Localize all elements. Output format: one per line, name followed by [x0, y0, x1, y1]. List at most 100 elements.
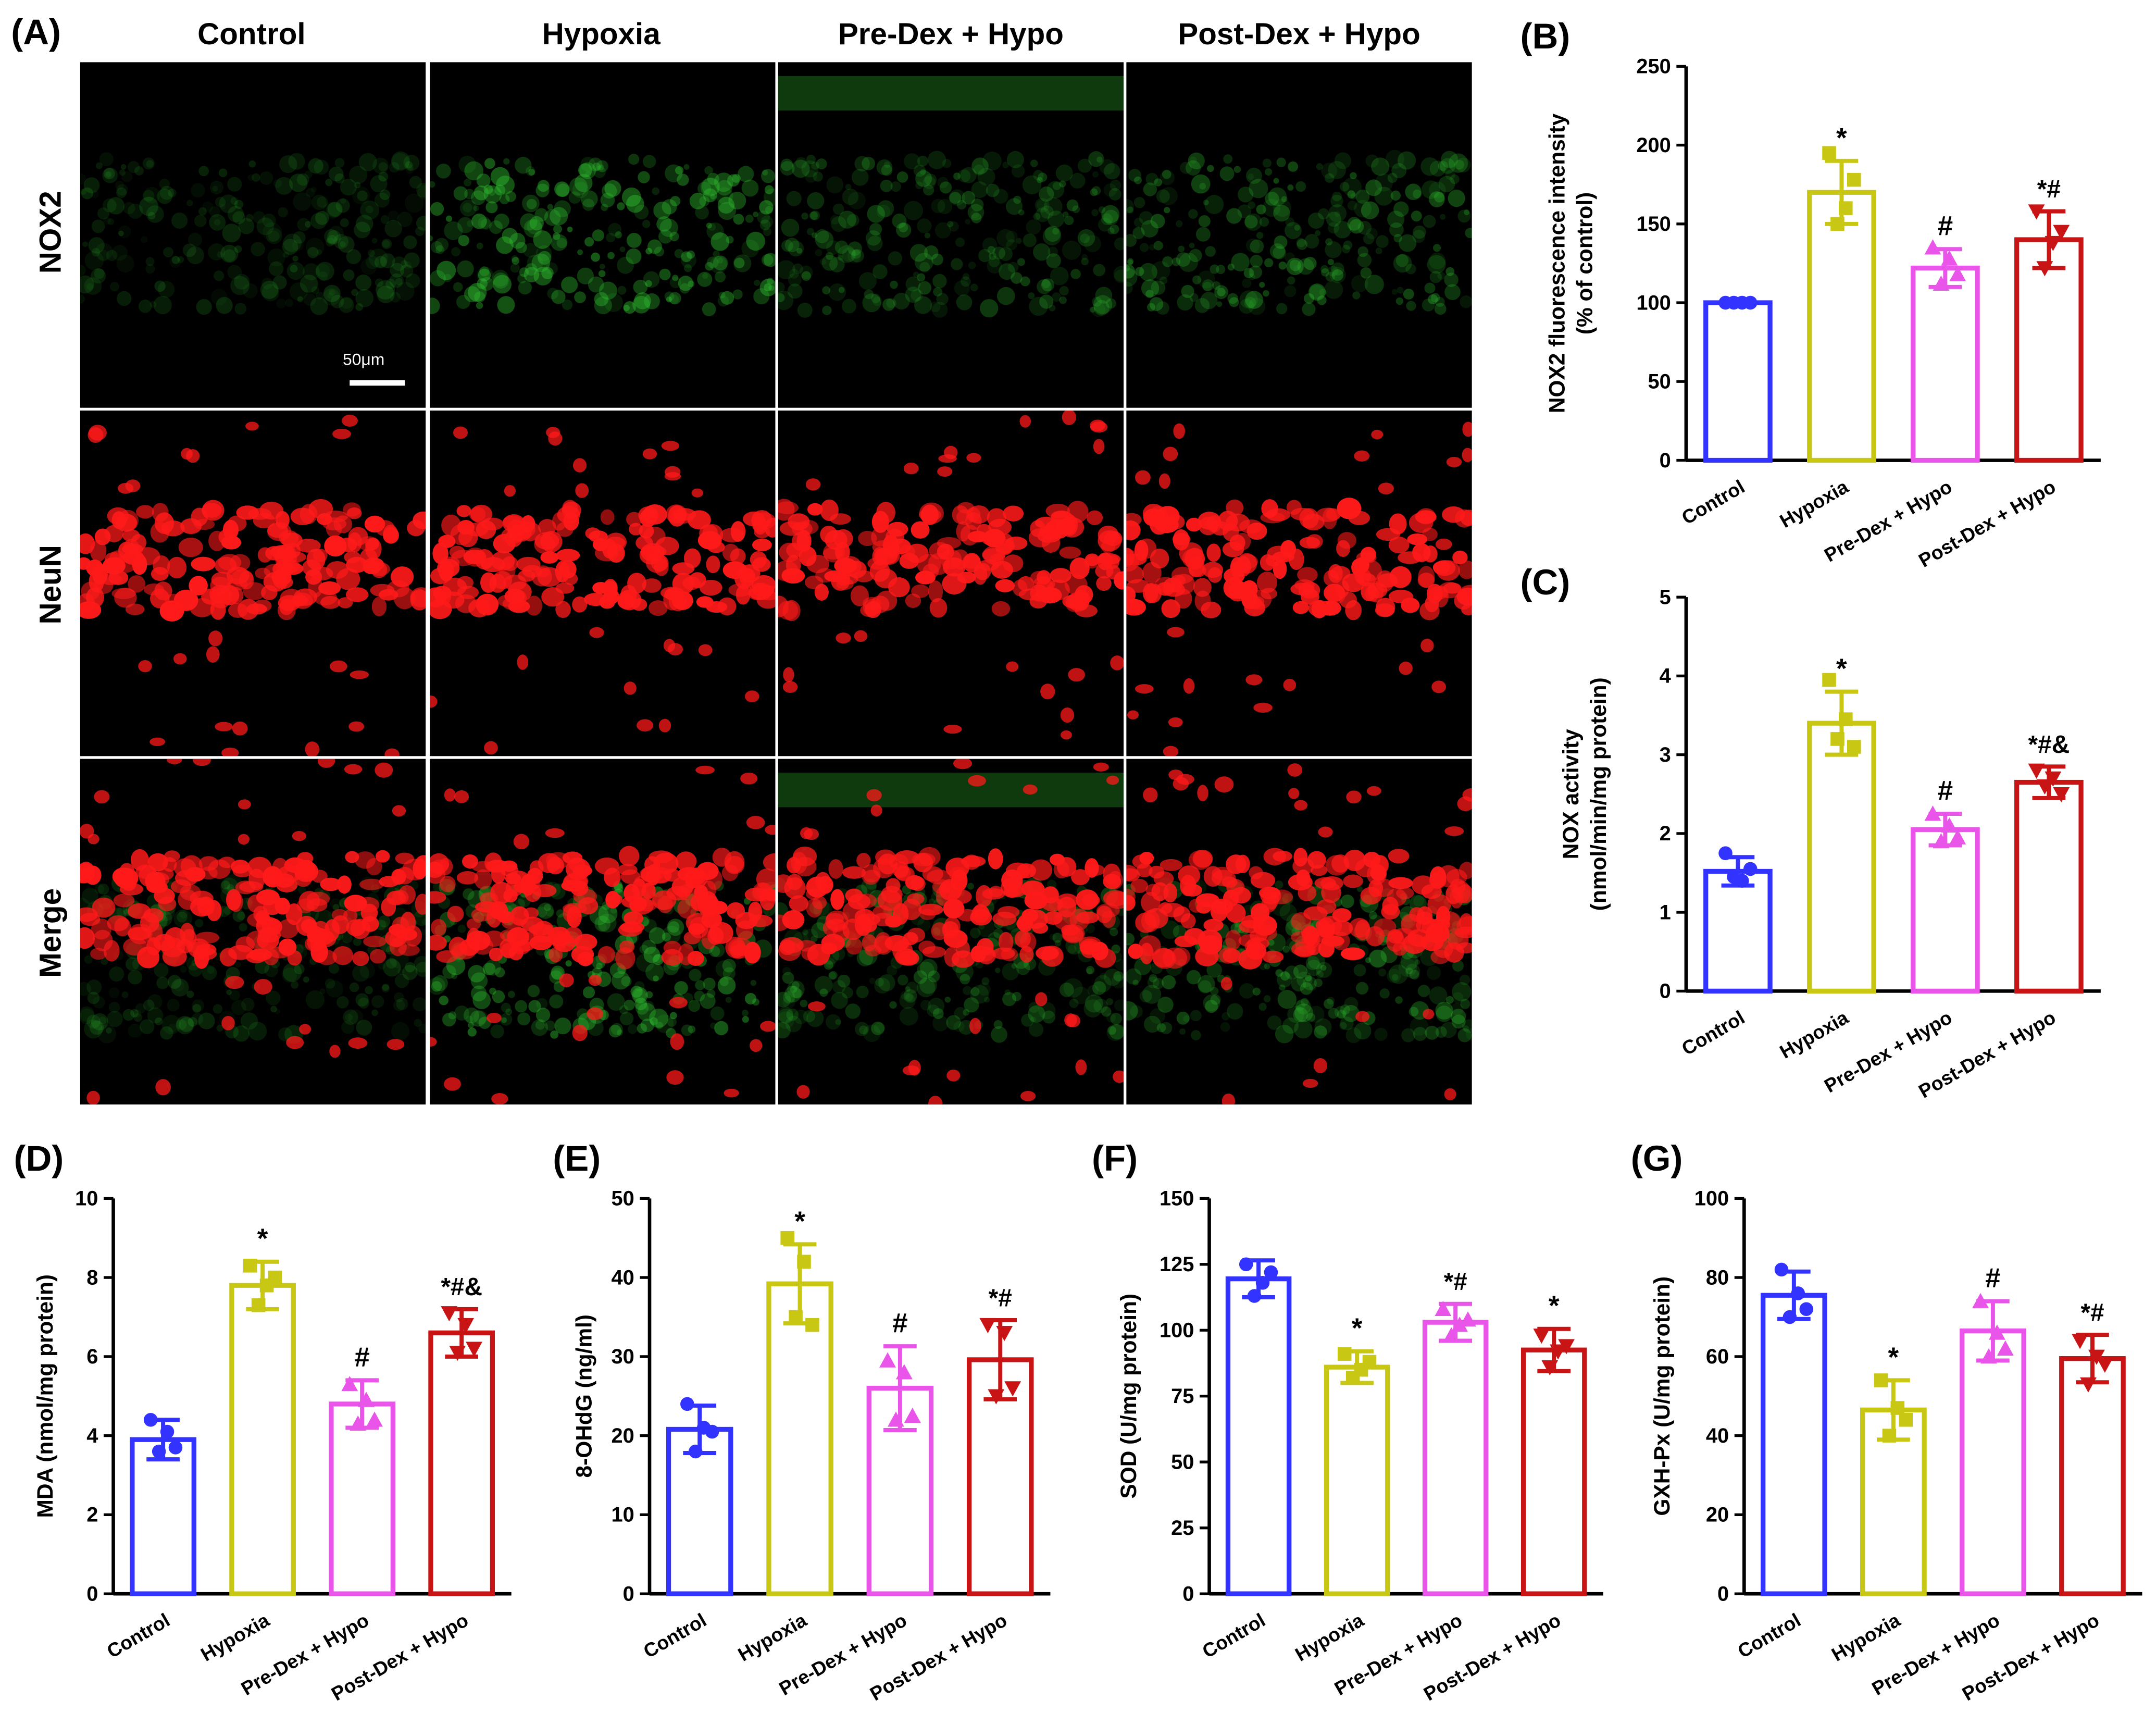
micrograph-merge-1 — [430, 759, 776, 1105]
data-point — [2036, 779, 2053, 795]
data-point — [1847, 172, 1861, 187]
panel-d-chart: (D) 0 2 4 6 8 10 MDA (nmol/mg protein) Control * H… — [0, 1126, 539, 1725]
x-tick-label: Control — [640, 1609, 710, 1662]
data-point — [1558, 1339, 1575, 1355]
data-point — [988, 1389, 1005, 1405]
x-tick-label: Hypoxia — [1828, 1609, 1904, 1666]
data-point — [449, 1345, 466, 1361]
data-point — [1941, 250, 1958, 266]
data-point — [1941, 817, 1958, 833]
y-tick-label: 150 — [1636, 213, 1671, 235]
micrograph-neun-2 — [778, 411, 1124, 756]
data-point — [268, 1270, 282, 1285]
data-point — [1924, 239, 1941, 255]
data-point — [1783, 1310, 1797, 1324]
data-point — [1988, 1324, 2005, 1340]
micrograph-neun-3 — [1126, 411, 1472, 756]
data-point — [1239, 1257, 1253, 1272]
y-tick-label: 10 — [612, 1504, 634, 1527]
data-point — [2088, 1349, 2105, 1365]
data-point — [1255, 1275, 1270, 1290]
y-tick-label: 0 — [1182, 1582, 1194, 1605]
y-tick-label: 5 — [1660, 586, 1671, 609]
data-point — [160, 1424, 175, 1439]
data-point — [1799, 1302, 1813, 1317]
significance-marker: *# — [2080, 1299, 2104, 1327]
y-tick-label: 250 — [1636, 55, 1671, 78]
significance-marker: * — [1888, 1342, 1899, 1373]
data-point — [1435, 1300, 1452, 1317]
data-point — [168, 1441, 183, 1455]
data-point — [2036, 261, 2053, 277]
x-tick-label: Hypoxia — [734, 1609, 810, 1666]
data-point — [2028, 204, 2045, 220]
bar — [329, 1401, 396, 1596]
data-point — [243, 1259, 257, 1273]
data-point — [2045, 771, 2062, 787]
data-point — [1362, 1355, 1377, 1369]
data-point — [1933, 275, 1950, 291]
bar — [1703, 300, 1773, 463]
data-point — [1822, 146, 1836, 160]
data-point — [680, 1397, 694, 1411]
y-axis-label: (nmol/min/mg protein) — [1586, 677, 1611, 911]
y-tick-label: 6 — [86, 1345, 98, 1368]
data-point — [1972, 1293, 1989, 1308]
data-point — [441, 1306, 458, 1322]
data-point — [879, 1352, 896, 1368]
y-tick-label: 4 — [86, 1424, 98, 1447]
data-point — [457, 1318, 475, 1334]
scale-bar-label: 50μm — [342, 350, 385, 369]
data-point — [341, 1376, 358, 1392]
panel-f-chart: (F) 0 25 50 75 100 125 150 SOD (U/mg protein) Con… — [1078, 1126, 1617, 1725]
data-point — [797, 1255, 811, 1269]
data-point — [1791, 1286, 1805, 1300]
data-point — [1890, 1401, 1905, 1415]
significance-marker: * — [794, 1206, 805, 1237]
bar — [1911, 827, 1980, 994]
data-point — [2096, 1357, 2113, 1373]
y-tick-label: 50 — [1648, 370, 1671, 393]
data-point — [1743, 862, 1758, 876]
significance-marker: # — [892, 1308, 908, 1339]
x-tick-label: Control — [1678, 475, 1748, 528]
y-tick-label: 100 — [1636, 291, 1671, 314]
micrograph-neun-0 — [80, 411, 426, 756]
significance-marker: *#& — [2028, 731, 2070, 759]
data-point — [1924, 805, 1941, 821]
micrograph-nox2-2 — [778, 62, 1124, 408]
significance-marker: # — [1938, 776, 1953, 806]
data-point — [1004, 1381, 1021, 1397]
y-tick-label: 40 — [612, 1266, 634, 1289]
data-point — [2053, 787, 2070, 803]
y-tick-label: 0 — [623, 1582, 634, 1605]
bar — [766, 1281, 833, 1596]
y-tick-label: 0 — [1717, 1582, 1729, 1605]
column-title-hypoxia: Hypoxia — [542, 16, 660, 52]
bar — [229, 1283, 296, 1596]
column-title-control: Control — [197, 16, 306, 52]
y-tick-label: 125 — [1160, 1253, 1194, 1276]
data-point — [1830, 732, 1845, 746]
x-tick-label: Hypoxia — [197, 1609, 273, 1666]
significance-marker: # — [1985, 1263, 2001, 1294]
data-point — [805, 1318, 819, 1332]
y-tick-label: 30 — [612, 1345, 634, 1368]
data-point — [979, 1318, 996, 1334]
data-point — [1718, 846, 1733, 860]
bar — [1225, 1276, 1292, 1596]
panel-label: (B) — [1521, 16, 1571, 56]
data-point — [789, 1310, 803, 1324]
data-point — [1899, 1412, 1913, 1427]
bar — [130, 1437, 196, 1596]
y-tick-label: 200 — [1636, 134, 1671, 157]
micrograph-merge-2 — [778, 759, 1124, 1105]
y-tick-label: 20 — [612, 1424, 634, 1447]
data-point — [366, 1411, 383, 1427]
panel-g-chart: (G) 0 20 40 60 80 100 GXH-Px (U/mg protein) Cont… — [1617, 1126, 2156, 1725]
y-tick-label: 50 — [612, 1187, 634, 1210]
data-point — [2072, 1334, 2088, 1349]
y-axis-label: (% of control) — [1572, 192, 1597, 334]
y-axis-label: SOD (U/mg protein) — [1116, 1294, 1141, 1499]
